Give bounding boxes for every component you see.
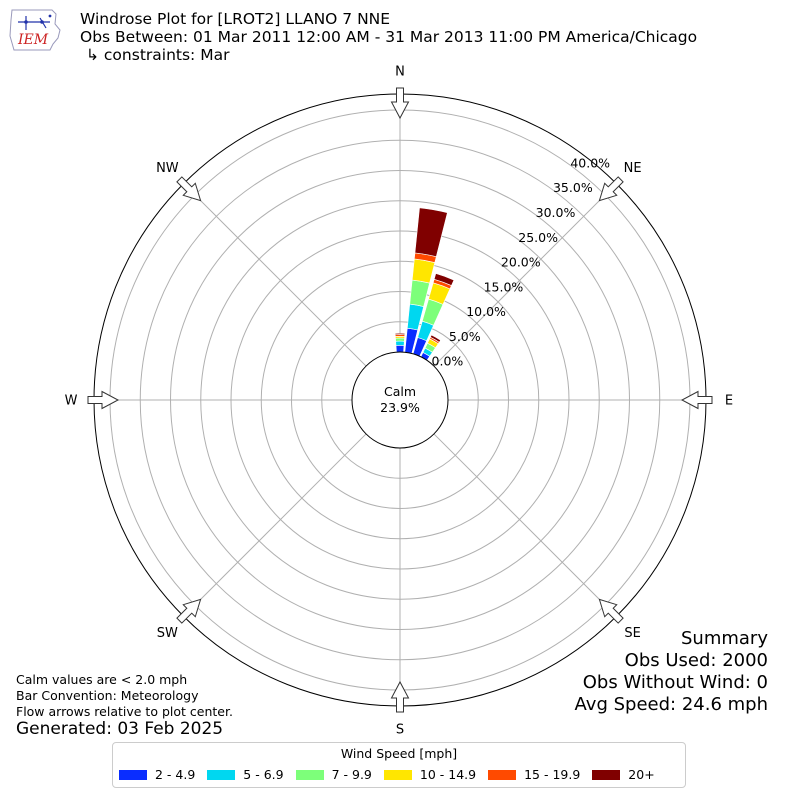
radial-tick-label: 0.0%: [432, 354, 464, 369]
grid-spoke: [433, 433, 617, 617]
bar-segment-1-5: [414, 207, 448, 258]
chart-subtitle: Obs Between: 01 Mar 2011 12:00 AM - 31 M…: [80, 28, 698, 46]
direction-label: SW: [157, 626, 178, 641]
legend-swatch: [383, 769, 412, 780]
legend-item: 15 - 19.9: [488, 767, 580, 782]
legend: Wind Speed [mph] 2 - 4.9 5 - 6.9 7 - 9.9 10…: [112, 742, 686, 788]
legend-item: 5 - 6.9: [207, 767, 284, 782]
title-block: Windrose Plot for [LROT2] LLANO 7 NNE Ob…: [80, 10, 697, 64]
radial-tick-label: 30.0%: [536, 205, 576, 220]
direction-arrow: [598, 598, 624, 624]
bar-convention-note: Bar Convention: Meteorology: [16, 688, 199, 703]
legend-label: 10 - 14.9: [419, 767, 477, 782]
legend-title: Wind Speed [mph]: [340, 746, 458, 761]
summary-avg-speed: Avg Speed: 24.6 mph: [574, 694, 768, 715]
grid-spoke: [183, 433, 367, 617]
radial-tick-label: 15.0%: [484, 279, 524, 294]
radial-tick-label: 20.0%: [501, 255, 541, 270]
svg-text:IEM: IEM: [17, 32, 49, 48]
legend-swatch: [119, 769, 147, 780]
direction-label: E: [725, 394, 733, 409]
direction-label: W: [65, 394, 78, 409]
bar-segment-1-2: [409, 279, 430, 307]
legend-label: 5 - 6.9: [243, 767, 284, 782]
calm-center: [351, 351, 449, 449]
chart-title: Windrose Plot for [LROT2] LLANO 7 NNE: [80, 10, 391, 28]
bar-segment-0-2: [395, 337, 405, 342]
legend-label: 2 - 4.9: [155, 767, 196, 782]
direction-arrow: [176, 598, 202, 624]
radial-tick-label: 5.0%: [449, 329, 481, 344]
legend-label: 20+: [628, 767, 655, 782]
direction-label: NW: [156, 161, 179, 176]
legend-swatch: [207, 769, 236, 780]
windrose-bars: [394, 207, 455, 361]
radial-tick-label: 25.0%: [518, 230, 558, 245]
legend-swatch: [592, 769, 621, 780]
iem-logo: IEM: [9, 9, 61, 51]
legend-item: 7 - 9.9: [295, 767, 372, 782]
bar-segment-0-0: [395, 345, 405, 353]
direction-arrow: [390, 680, 410, 713]
direction-arrow: [680, 390, 713, 410]
flow-arrows-note: Flow arrows relative to plot center.: [16, 704, 233, 719]
legend-label: 7 - 9.9: [331, 767, 372, 782]
legend-item: 10 - 14.9: [383, 767, 477, 782]
direction-arrow: [598, 176, 624, 202]
calm-percent: 23.9%: [380, 400, 420, 415]
radial-tick-labels: 0.0% 5.0% 10.0% 15.0% 20.0% 25.0% 30.0% 35.0% 40…: [432, 155, 611, 368]
direction-label: N: [395, 65, 405, 80]
calm-note: Calm values are < 2.0 mph: [16, 672, 188, 687]
direction-arrows: [87, 87, 713, 713]
direction-label: SE: [624, 626, 640, 641]
legend-item: 20+: [592, 767, 655, 782]
legend-items: 2 - 4.9 5 - 6.9 7 - 9.9 10 - 14.9 15 - 19.9 2…: [119, 767, 655, 782]
notes: Calm values are < 2.0 mph Bar Convention…: [16, 672, 233, 720]
radial-tick-label: 10.0%: [466, 304, 506, 319]
bar-segment-2-5: [433, 273, 455, 286]
summary-title: Summary: [681, 628, 768, 649]
bar-segment-3-5: [429, 334, 441, 343]
summary-obs-without-wind: Obs Without Wind: 0: [582, 672, 768, 693]
bar-segment-0-5: [394, 332, 406, 335]
legend-label: 15 - 19.9: [524, 767, 581, 782]
calm-label: Calm: [384, 384, 416, 399]
grid-spoke: [183, 183, 367, 367]
direction-arrow: [87, 390, 120, 410]
direction-label: NE: [624, 161, 642, 176]
legend-swatch: [295, 769, 324, 780]
radial-tick-label: 35.0%: [553, 180, 593, 195]
bar-segment-1-3: [411, 258, 436, 284]
legend-swatch: [488, 769, 517, 780]
direction-arrow: [176, 176, 202, 202]
chart-constraints: ↳ constraints: Mar: [86, 46, 230, 64]
generated-date: Generated: 03 Feb 2025: [16, 719, 224, 739]
summary-obs-used: Obs Used: 2000: [624, 650, 768, 671]
direction-arrow: [390, 87, 410, 120]
direction-labels: N NE E SE S SW W NW: [65, 65, 734, 738]
bar-segment-0-1: [395, 340, 405, 346]
summary-block: Summary Obs Used: 2000 Obs Without Wind:…: [575, 628, 768, 716]
direction-label: S: [396, 723, 404, 738]
legend-item: 2 - 4.9: [119, 767, 195, 782]
grid-spoke: [433, 183, 617, 367]
radial-tick-label: 40.0%: [570, 155, 610, 170]
